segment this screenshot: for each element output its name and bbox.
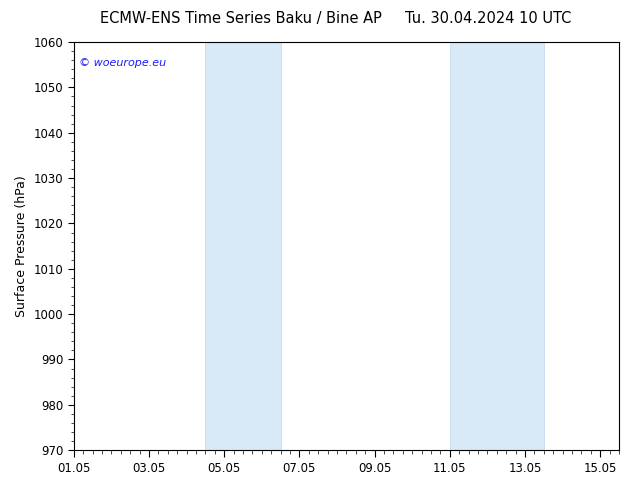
Text: Tu. 30.04.2024 10 UTC: Tu. 30.04.2024 10 UTC (405, 11, 571, 26)
Bar (450, 42, 544, 450)
Bar (205, 42, 281, 450)
Text: ECMW-ENS Time Series Baku / Bine AP: ECMW-ENS Time Series Baku / Bine AP (100, 11, 382, 26)
Text: © woeurope.eu: © woeurope.eu (79, 58, 166, 69)
Y-axis label: Surface Pressure (hPa): Surface Pressure (hPa) (15, 175, 28, 317)
